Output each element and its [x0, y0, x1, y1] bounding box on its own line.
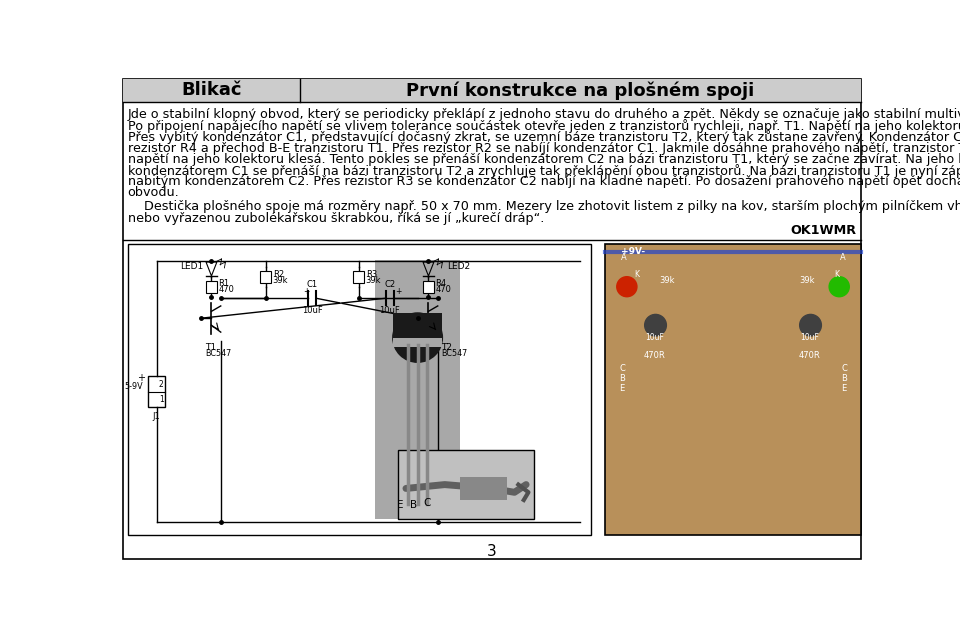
Text: 470: 470: [219, 285, 234, 294]
Text: +: +: [303, 287, 310, 296]
Text: R3: R3: [366, 270, 377, 279]
Text: K: K: [635, 269, 639, 279]
Text: BC547: BC547: [205, 349, 231, 358]
Text: nebo vyřazenou zubolékařskou škrabkou, říká se jí „kurečí dráp“.: nebo vyřazenou zubolékařskou škrabkou, ř…: [128, 211, 544, 225]
Bar: [460, 477, 507, 500]
Bar: [123, 79, 861, 102]
Text: Destička plošného spoje má rozměry např. 50 x 70 mm. Mezery lze zhotovit listem : Destička plošného spoje má rozměry např.…: [128, 201, 960, 213]
Text: B: B: [410, 500, 418, 510]
Text: Blikač: Blikač: [181, 81, 242, 99]
Text: 39k: 39k: [273, 276, 288, 285]
Text: 10uF: 10uF: [301, 306, 323, 315]
Text: 10uF: 10uF: [379, 306, 400, 315]
Text: 2: 2: [158, 380, 163, 389]
Text: LED2: LED2: [447, 262, 470, 271]
Text: BC547: BC547: [441, 349, 468, 358]
Circle shape: [393, 313, 443, 362]
Text: +: +: [137, 373, 145, 383]
Bar: [353, 271, 364, 283]
Text: +9V-: +9V-: [621, 247, 645, 256]
Text: E: E: [619, 384, 624, 393]
Circle shape: [645, 314, 666, 336]
Text: J1: J1: [153, 412, 160, 421]
Bar: [605, 244, 861, 534]
Bar: [393, 338, 443, 348]
Text: První konstrukce na plošném spoji: První konstrukce na plošném spoji: [406, 81, 755, 100]
Text: napětí na jeho kolektoru klesá. Tento pokles se přenáší kondenzátorem C2 na bázi: napětí na jeho kolektoru klesá. Tento po…: [128, 153, 960, 166]
Text: C: C: [619, 364, 625, 374]
Text: 1: 1: [158, 395, 163, 404]
Text: 39k: 39k: [799, 276, 814, 285]
Text: C: C: [423, 498, 431, 508]
Text: 470R: 470R: [644, 351, 665, 360]
Text: R1: R1: [219, 279, 229, 288]
Text: E: E: [397, 500, 404, 510]
Circle shape: [829, 276, 850, 297]
Bar: [398, 450, 534, 519]
Text: Přes vybitý kondenzátor C1, představující dočasný zkrat, se uzemní báze tranzist: Přes vybitý kondenzátor C1, představujíc…: [128, 131, 960, 144]
Text: 3: 3: [487, 544, 497, 559]
Text: C2: C2: [384, 280, 396, 289]
Text: B: B: [842, 374, 848, 384]
Circle shape: [616, 276, 636, 297]
Text: Po připojení napájecího napětí se vlivem tolerance součástek otevře jeden z tran: Po připojení napájecího napětí se vlivem…: [128, 119, 960, 133]
Bar: [375, 260, 460, 519]
Text: T1: T1: [205, 343, 216, 352]
Bar: [260, 271, 271, 283]
Text: K: K: [834, 269, 839, 279]
Text: nabitým kondenzátorem C2. Přes rezistor R3 se kondenzátor C2 nabíjí na kladné na: nabitým kondenzátorem C2. Přes rezistor …: [128, 175, 960, 188]
Text: E: E: [842, 384, 847, 393]
Text: R4: R4: [436, 279, 446, 288]
Text: 5-9V: 5-9V: [125, 382, 143, 391]
Text: +: +: [396, 287, 401, 296]
Text: C1: C1: [306, 280, 318, 289]
Bar: [423, 281, 434, 293]
Text: R2: R2: [273, 270, 284, 279]
Text: 10uF: 10uF: [801, 333, 819, 342]
Text: 470R: 470R: [799, 351, 821, 360]
Text: OK1WMR: OK1WMR: [790, 225, 856, 237]
Text: obvodu.: obvodu.: [128, 186, 180, 199]
Text: Jde o stabilní klopný obvod, který se periodicky překlápí z jednoho stavu do dru: Jde o stabilní klopný obvod, který se pe…: [128, 108, 960, 121]
Text: 39k: 39k: [660, 276, 675, 285]
Bar: [128, 244, 591, 534]
Text: rezistor R4 a přechod B-E tranzistoru T1. Přes rezistor R2 se nabíjí kondenzátor: rezistor R4 a přechod B-E tranzistoru T1…: [128, 141, 960, 155]
Bar: [393, 313, 443, 338]
Text: 470: 470: [436, 285, 451, 294]
Text: B: B: [619, 374, 625, 384]
Text: T2: T2: [441, 343, 452, 352]
Text: 39k: 39k: [366, 276, 381, 285]
Text: kondenzátorem C1 se přenáší na bázi tranzistoru T2 a zrychluje tak překlápění ob: kondenzátorem C1 se přenáší na bázi tran…: [128, 164, 960, 178]
Bar: [148, 377, 165, 407]
Text: A: A: [840, 253, 846, 262]
Text: A: A: [621, 253, 627, 262]
Text: 10uF: 10uF: [645, 333, 664, 342]
Bar: [206, 281, 217, 293]
Text: C: C: [842, 364, 848, 374]
Text: LED1: LED1: [180, 262, 204, 271]
Circle shape: [800, 314, 822, 336]
